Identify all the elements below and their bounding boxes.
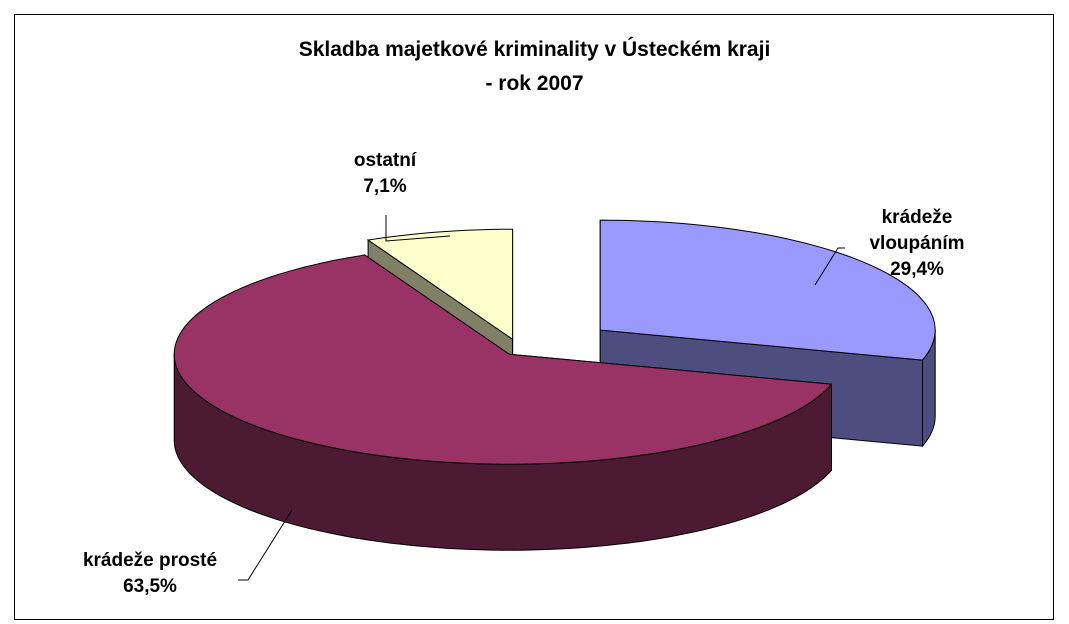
chart-title: - rok 2007 <box>485 72 584 95</box>
value-label: 63,5% <box>123 576 177 597</box>
pie <box>173 219 936 551</box>
value-label: 29,4% <box>890 259 944 280</box>
slice-label: krádeže vloupáním 29,4% <box>842 205 992 283</box>
leader-line <box>814 247 845 286</box>
leader-line <box>238 509 293 581</box>
category-label: ostatní <box>353 150 417 171</box>
leader-line <box>385 215 451 242</box>
category-label: krádeže vloupáním <box>869 207 965 254</box>
chart-title: Skladba majetkové kriminality v Ústeckém… <box>298 38 771 61</box>
slice <box>366 228 514 341</box>
value-label: 7,1% <box>363 176 407 197</box>
slice-label: krádeže prosté 63,5% <box>40 548 260 600</box>
slice <box>599 219 936 361</box>
slice <box>173 254 833 465</box>
slice-label: ostatní 7,1% <box>310 148 460 200</box>
category-label: krádeže prosté <box>82 550 218 571</box>
chart-frame <box>14 14 1054 620</box>
